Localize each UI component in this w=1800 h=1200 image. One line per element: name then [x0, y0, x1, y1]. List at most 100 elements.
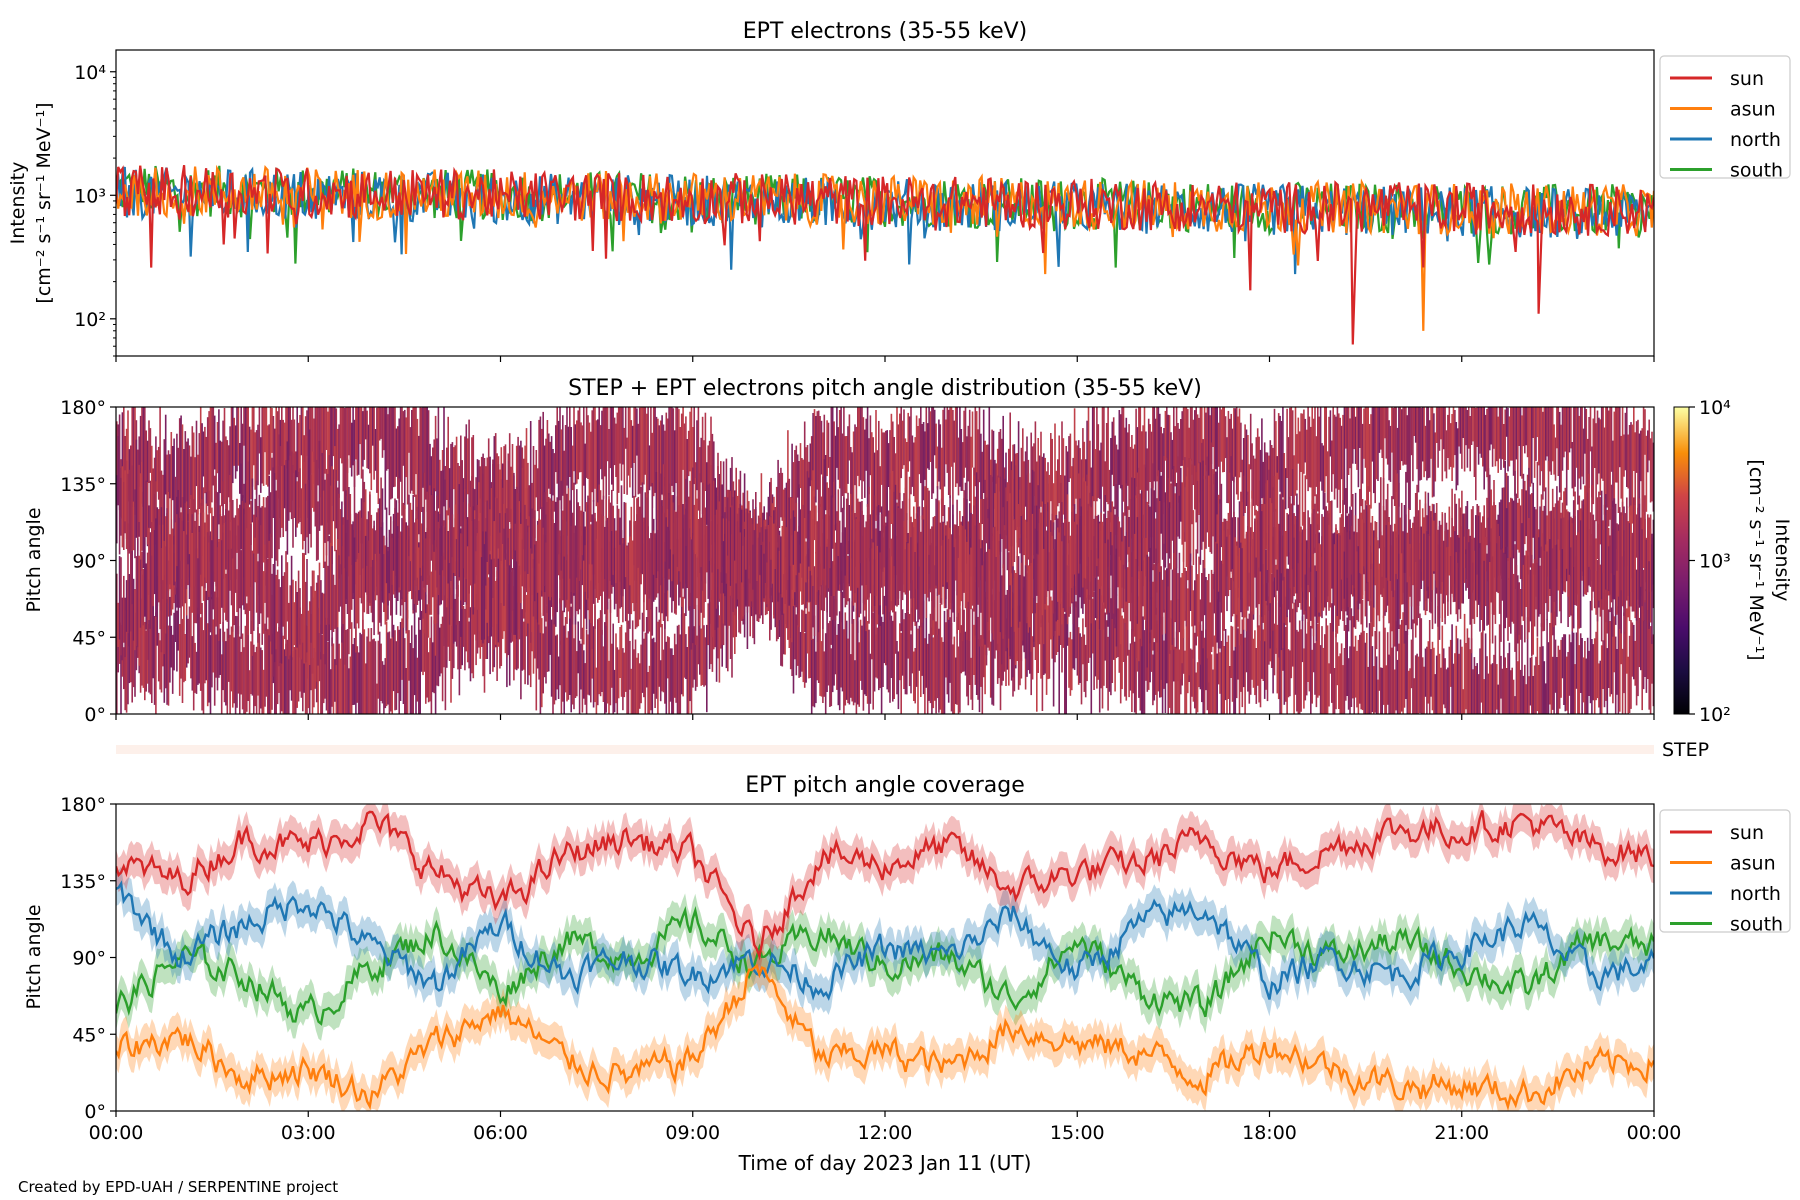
- heatmap-cell: [1217, 494, 1220, 600]
- heatmap-cell: [662, 464, 665, 578]
- heatmap-cell: [141, 551, 143, 636]
- heatmap-cell: [1209, 602, 1211, 657]
- heatmap-cell: [1407, 407, 1410, 509]
- heatmap-cell: [1386, 483, 1389, 581]
- heatmap-cell: [974, 407, 977, 487]
- heatmap-cell: [276, 411, 279, 499]
- heatmap-cell: [1237, 416, 1239, 500]
- heatmap-cell: [1482, 407, 1484, 467]
- heatmap-cell: [608, 429, 610, 496]
- series-line-sun: [116, 810, 1654, 961]
- heatmap-cell: [1205, 577, 1207, 691]
- heatmap-cell: [1126, 506, 1129, 555]
- heatmap-cell: [391, 533, 393, 638]
- heatmap-cell: [876, 545, 879, 625]
- heatmap-cell: [1522, 564, 1525, 621]
- heatmap-cell: [313, 418, 315, 485]
- heatmap-cell: [1336, 534, 1339, 616]
- panel4-title: EPT pitch angle coverage: [745, 773, 1025, 798]
- heatmap-cell: [749, 565, 751, 637]
- heatmap-cell: [795, 502, 798, 576]
- heatmap-cell: [373, 407, 375, 480]
- heatmap-cell: [261, 407, 263, 484]
- heatmap-cell: [834, 564, 837, 621]
- heatmap-cell: [247, 407, 249, 491]
- heatmap-cell: [1557, 539, 1560, 591]
- heatmap-cell: [406, 610, 409, 714]
- heatmap-cell: [254, 498, 256, 558]
- heatmap-cell: [633, 407, 635, 463]
- heatmap-cell: [1572, 407, 1575, 497]
- heatmap-cell: [1125, 585, 1128, 701]
- heatmap-cell: [1152, 654, 1154, 706]
- heatmap-cell: [518, 565, 521, 640]
- heatmap-cell: [1307, 549, 1309, 636]
- heatmap-cell: [359, 407, 361, 445]
- heatmap-cell: [715, 509, 718, 609]
- heatmap-cell: [1382, 615, 1385, 705]
- heatmap-cell: [978, 539, 981, 647]
- heatmap-cell: [392, 407, 395, 488]
- heatmap-cell: [336, 609, 339, 714]
- heatmap-cell: [911, 435, 914, 487]
- heatmap-cell: [1118, 410, 1121, 485]
- heatmap-cell: [852, 510, 855, 606]
- heatmap-cell: [451, 626, 454, 679]
- heatmap-cell: [1105, 423, 1108, 502]
- heatmap-cell: [1310, 526, 1312, 621]
- heatmap-cell: [313, 462, 315, 512]
- heatmap-cell: [581, 425, 584, 531]
- heatmap-cell: [1188, 427, 1190, 480]
- heatmap-cell: [1563, 407, 1565, 458]
- heatmap-cell: [638, 506, 641, 620]
- heatmap-cell: [350, 565, 353, 610]
- heatmap-cell: [166, 508, 168, 604]
- heatmap-cell: [694, 478, 697, 555]
- heatmap-cell: [406, 525, 409, 594]
- heatmap-cell: [1166, 457, 1168, 554]
- heatmap-cell: [900, 407, 902, 479]
- heatmap-cell: [1617, 407, 1620, 513]
- heatmap-cell: [144, 537, 146, 617]
- heatmap-cell: [1290, 503, 1293, 614]
- heatmap-cell: [597, 502, 599, 603]
- heatmap-cell: [146, 482, 149, 545]
- heatmap-cell: [661, 415, 663, 495]
- heatmap-cell: [1161, 433, 1164, 515]
- heatmap-cell: [1633, 545, 1635, 592]
- heatmap-cell: [1651, 636, 1653, 684]
- heatmap-cell: [1072, 505, 1074, 602]
- heatmap-cell: [1420, 618, 1423, 714]
- heatmap-cell: [433, 488, 435, 552]
- heatmap-cell: [151, 555, 153, 618]
- heatmap-cell: [1494, 551, 1497, 624]
- heatmap-cell: [1606, 648, 1609, 714]
- heatmap-cell: [321, 452, 324, 526]
- heatmap-cell: [448, 468, 451, 520]
- heatmap-cell: [819, 504, 821, 587]
- heatmap-cell: [1402, 612, 1404, 714]
- heatmap-cell: [1159, 501, 1161, 577]
- heatmap-cell: [820, 641, 823, 697]
- heatmap-cell: [604, 407, 606, 477]
- heatmap-cell: [1249, 413, 1252, 470]
- heatmap-cell: [957, 557, 960, 613]
- heatmap-cell: [239, 443, 241, 494]
- heatmap-cell: [485, 583, 487, 659]
- heatmap-cell: [1332, 538, 1334, 632]
- heatmap-cell: [631, 540, 634, 604]
- heatmap-cell: [416, 519, 419, 578]
- heatmap-cell: [1512, 573, 1515, 624]
- heatmap-cell: [933, 516, 936, 602]
- heatmap-cell: [748, 513, 750, 579]
- heatmap-cell: [792, 538, 795, 607]
- heatmap-cell: [1024, 565, 1027, 659]
- heatmap-cell: [131, 551, 133, 605]
- heatmap-cell: [1374, 631, 1376, 713]
- heatmap-cell: [272, 467, 275, 518]
- heatmap-cell: [936, 486, 939, 596]
- heatmap-cell: [1177, 456, 1179, 537]
- heatmap-cell: [450, 489, 452, 581]
- heatmap-cell: [711, 521, 714, 573]
- heatmap-cell: [209, 531, 212, 633]
